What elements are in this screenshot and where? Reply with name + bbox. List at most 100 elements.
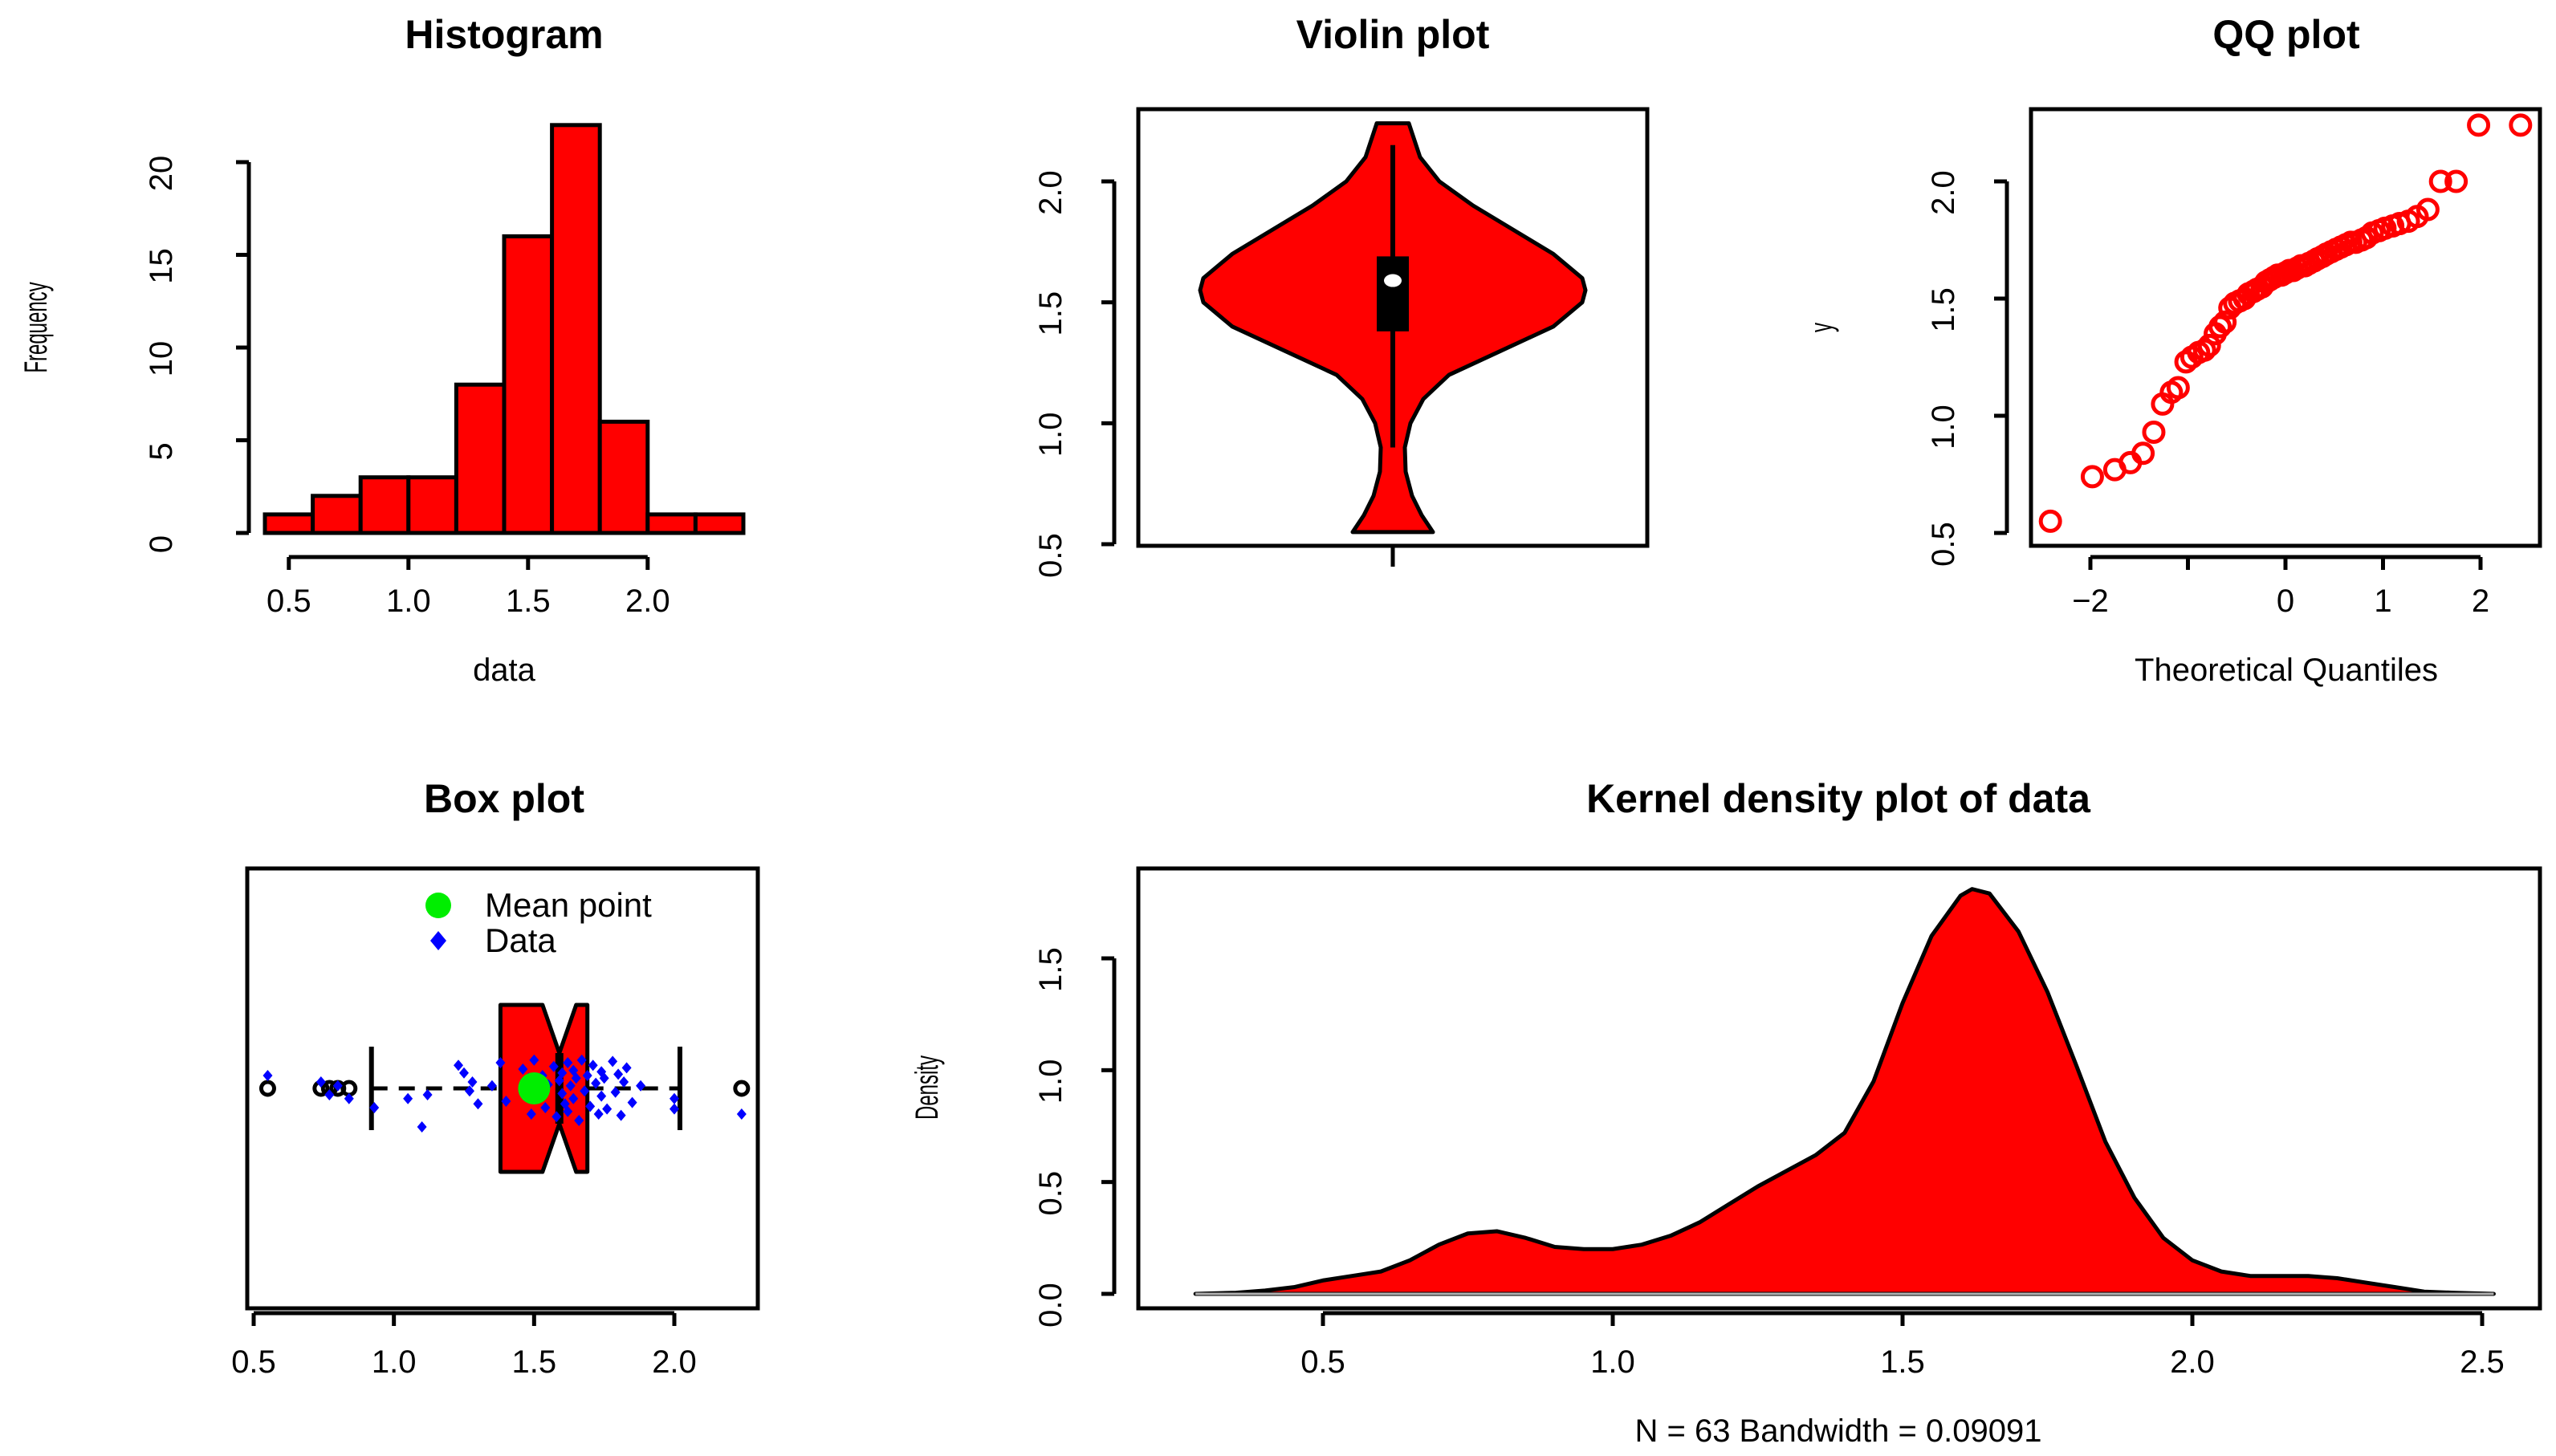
boxplot-data-point xyxy=(563,1057,573,1068)
violin-panel: Violin plot 0.5 1.0 1.5 2.0 xyxy=(1033,12,1650,578)
histogram-xlabel: data xyxy=(473,653,536,688)
qq-point xyxy=(2416,197,2440,222)
boxplot-title: Box plot xyxy=(424,776,584,821)
boxplot-data-point xyxy=(332,1080,343,1092)
boxplot-data-point xyxy=(608,1055,618,1068)
boxplot-data-point xyxy=(593,1108,604,1120)
density-title: Kernel density plot of data xyxy=(1586,776,2091,821)
qq-y-tick-label: 1.5 xyxy=(1926,287,1961,332)
boxplot-data-point xyxy=(526,1108,536,1120)
violin-y-tick-label: 1.5 xyxy=(1033,291,1068,336)
boxplot-axes: 0.5 1.0 1.5 2.0 xyxy=(231,1311,697,1380)
qq-point xyxy=(2166,376,2190,400)
histogram-bar xyxy=(406,475,458,535)
boxplot-data-point xyxy=(403,1092,413,1104)
boxplot-data-point xyxy=(486,1080,497,1092)
boxplot-data-point xyxy=(369,1102,380,1113)
boxplot-data-point xyxy=(548,1060,559,1072)
boxplot-data-point xyxy=(599,1072,609,1084)
boxplot-data-point xyxy=(616,1109,626,1121)
density-x-tick-label: 1.0 xyxy=(1590,1344,1635,1380)
qq-x-tick-label: −2 xyxy=(2072,584,2109,619)
histogram-bar xyxy=(550,123,602,535)
boxplot-data-point xyxy=(580,1085,590,1097)
histogram-axes: 0.5 1.0 1.5 2.0 0 5 10 15 20 xyxy=(144,156,670,619)
qq-x-tick-label: 1 xyxy=(2374,584,2391,619)
legend-data-label: Data xyxy=(485,921,556,959)
histogram-bars xyxy=(263,123,746,535)
histogram-x-tick-label: 1.5 xyxy=(506,584,551,619)
qq-point xyxy=(2444,169,2468,193)
histogram-y-tick-label: 10 xyxy=(144,341,179,377)
qq-y-tick-label: 0.5 xyxy=(1926,522,1961,567)
violin-title: Violin plot xyxy=(1296,12,1490,57)
qq-point xyxy=(2428,169,2452,193)
boxplot-data-point xyxy=(596,1090,607,1102)
legend-data-marker xyxy=(430,931,446,950)
histogram-y-tick-label: 5 xyxy=(144,442,179,460)
qq-point xyxy=(2080,465,2104,489)
boxplot-data-point xyxy=(574,1115,584,1126)
qq-points xyxy=(2038,113,2533,533)
density-area xyxy=(1193,887,2496,1296)
boxplot-data-point xyxy=(588,1059,598,1072)
qq-point xyxy=(2467,113,2491,137)
boxplot-data-point xyxy=(263,1070,273,1081)
qq-xlabel: Theoretical Quantiles xyxy=(2135,653,2438,688)
boxplot-data-point xyxy=(670,1092,679,1104)
histogram-bar xyxy=(645,512,698,535)
qq-frame xyxy=(2029,107,2542,548)
boxplot-data-point xyxy=(551,1111,562,1123)
histogram-bar xyxy=(597,419,650,535)
violin-y-tick-label: 2.0 xyxy=(1033,170,1068,215)
boxplot-data-point xyxy=(627,1096,637,1108)
violin-iqr-box xyxy=(1377,256,1409,331)
boxplot-data-point xyxy=(422,1089,433,1100)
qq-point xyxy=(2038,509,2062,533)
histogram-x-tick-label: 2.0 xyxy=(625,584,670,619)
density-frame xyxy=(1136,866,2542,1311)
qq-y-tick-label: 2.0 xyxy=(1926,170,1961,215)
boxplot-data-point xyxy=(344,1092,354,1104)
histogram-bar xyxy=(502,234,555,535)
boxplot-mean-point xyxy=(518,1072,551,1104)
density-axes: 0.5 1.0 1.5 2.0 2.5 0.0 0.5 1.0 1.5 xyxy=(1033,947,2505,1380)
violin-y-tick-label: 0.5 xyxy=(1033,533,1068,578)
qq-x-tick-label: 2 xyxy=(2472,584,2489,619)
boxplot-data-point xyxy=(736,1108,747,1120)
qq-axes: −2 0 1 2 0.5 1.0 1.5 2.0 xyxy=(1926,170,2489,619)
boxplot-body xyxy=(258,1003,751,1174)
qq-point xyxy=(2213,310,2237,334)
density-y-tick-label: 1.0 xyxy=(1033,1059,1068,1104)
histogram-bar xyxy=(358,475,411,535)
boxplot-legend: Mean point Data xyxy=(425,886,652,959)
boxplot-data-point xyxy=(565,1080,576,1092)
boxplot-data-point xyxy=(636,1080,646,1092)
boxplot-data-point xyxy=(473,1098,483,1110)
density-xlabel: N = 63 Bandwidth = 0.09091 xyxy=(1634,1413,2041,1449)
qq-point xyxy=(2142,420,2166,444)
histogram-title: Histogram xyxy=(405,12,603,57)
histogram-x-tick-label: 1.0 xyxy=(386,584,431,619)
boxplot-outlier xyxy=(340,1080,358,1097)
legend-mean-label: Mean point xyxy=(485,886,652,924)
boxplot-data-point xyxy=(557,1088,568,1100)
violin-y-tick-label: 1.0 xyxy=(1033,413,1068,458)
histogram-y-tick-label: 20 xyxy=(144,156,179,192)
boxplot-data-point xyxy=(621,1062,632,1074)
histogram-bar xyxy=(311,494,363,535)
histogram-panel: Histogram 0.5 1.0 1.5 2.0 0 5 10 15 20 data Freq… xyxy=(18,12,746,688)
boxplot-outlier xyxy=(258,1080,276,1097)
boxplot-data-point xyxy=(540,1102,551,1113)
qq-y-tick-label: 1.0 xyxy=(1926,405,1961,449)
qq-point xyxy=(2197,333,2221,357)
qq-title: QQ plot xyxy=(2212,12,2360,57)
density-y-tick-label: 0.0 xyxy=(1033,1283,1068,1328)
qq-point xyxy=(2192,338,2216,362)
boxplot-data-point xyxy=(591,1077,601,1089)
density-y-tick-label: 0.5 xyxy=(1033,1171,1068,1216)
boxplot-x-tick-label: 1.0 xyxy=(372,1344,417,1380)
boxplot-data-point xyxy=(582,1070,592,1081)
boxplot-x-tick-label: 1.5 xyxy=(512,1344,557,1380)
violin-median-point xyxy=(1384,274,1402,287)
